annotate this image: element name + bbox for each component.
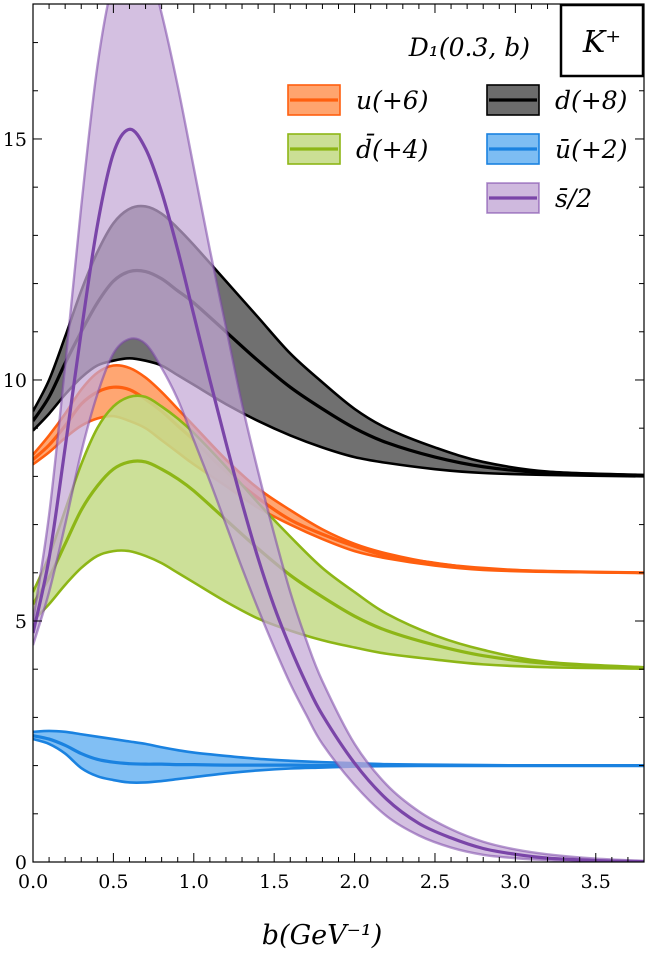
tag-box xyxy=(559,3,645,78)
particle-tag: K⁺ xyxy=(559,3,645,78)
legend-label-dbar: d̄(+4) xyxy=(356,135,428,164)
band-dbar xyxy=(33,395,644,669)
series-sbar xyxy=(33,4,644,862)
legend-label-ubar: ū(+2) xyxy=(555,135,627,164)
x-tick-label: 3.5 xyxy=(581,871,611,893)
lower-line-dbar xyxy=(33,549,644,671)
legend-label-sbar: s̄/2 xyxy=(555,184,592,213)
series-bands xyxy=(33,4,644,862)
tag-label: K⁺ xyxy=(582,25,621,60)
series-ubar xyxy=(33,729,644,785)
axis-tick-labels: 0.0 0.5 1.0 1.5 2.0 2.5 3.0 3.5 0 5 10 15 xyxy=(3,129,611,893)
legend-item-d: d(+8) xyxy=(486,84,627,116)
legend-label-d: d(+8) xyxy=(555,86,627,115)
central-line-dbar xyxy=(33,459,644,670)
legend-item-ubar: ū(+2) xyxy=(486,133,627,165)
y-tick-label: 5 xyxy=(15,611,27,633)
legend-item-u: u(+6) xyxy=(287,84,428,116)
x-axis-label: b(GeV⁻¹) xyxy=(262,920,382,951)
axis-ticks xyxy=(32,4,645,863)
upper-line-sbar xyxy=(33,4,644,862)
central-line-ubar xyxy=(33,734,644,768)
x-tick-label: 1.0 xyxy=(179,871,209,893)
x-tick-label: 1.5 xyxy=(259,871,289,893)
legend-item-sbar: s̄/2 xyxy=(486,182,592,214)
x-tick-label: 0.0 xyxy=(18,871,48,893)
series-dbar xyxy=(33,394,644,671)
legend-label-u: u(+6) xyxy=(356,86,428,115)
lower-line-sbar xyxy=(33,337,644,862)
y-tick-label: 10 xyxy=(3,370,27,392)
legend: D₁(0.3, b) u(+6) d(+8) d̄(+4) ū(+2) s̄/2 xyxy=(287,33,627,214)
x-tick-label: 2.0 xyxy=(339,871,369,893)
legend-title: D₁(0.3, b) xyxy=(408,33,530,62)
y-tick-label: 0 xyxy=(15,852,27,874)
x-tick-label: 2.5 xyxy=(420,871,450,893)
band-ubar xyxy=(33,730,644,783)
x-tick-label: 3.0 xyxy=(500,871,530,893)
legend-item-dbar: d̄(+4) xyxy=(287,133,428,165)
x-tick-label: 0.5 xyxy=(98,871,128,893)
band-sbar xyxy=(33,4,644,862)
y-tick-label: 15 xyxy=(3,129,27,151)
central-line-sbar xyxy=(33,127,644,862)
